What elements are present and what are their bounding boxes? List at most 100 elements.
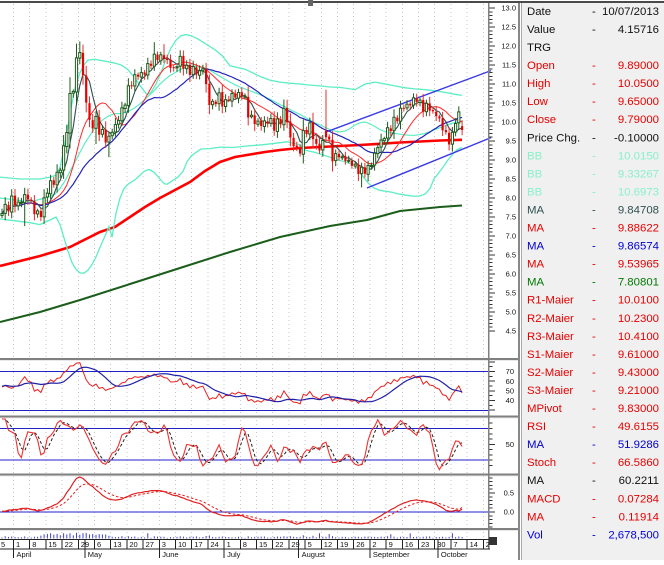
svg-text:-: - [592,78,596,90]
svg-text:0.11914: 0.11914 [619,511,659,523]
svg-text:Close: Close [527,114,556,126]
svg-text:9.33267: 9.33267 [618,168,659,180]
svg-text:7.5: 7.5 [506,213,516,222]
svg-text:October: October [441,550,468,559]
svg-text:RSI: RSI [527,421,546,433]
svg-text:June: June [162,550,178,559]
svg-text:17: 17 [194,540,202,549]
svg-text:Low: Low [527,96,549,108]
svg-text:27: 27 [146,540,154,549]
svg-text:-: - [592,60,596,72]
svg-text:May: May [88,550,102,559]
svg-text:-: - [592,150,596,162]
svg-text:-: - [592,511,596,523]
svg-text:MPivot: MPivot [527,403,563,415]
svg-text:15: 15 [48,540,56,549]
svg-text:5.5: 5.5 [506,289,516,298]
svg-text:10.2300: 10.2300 [618,313,659,325]
svg-text:10/07/2013: 10/07/2013 [602,6,659,18]
svg-text:50: 50 [506,386,514,395]
svg-text:26: 26 [356,540,364,549]
svg-text:S2-Maier: S2-Maier [527,367,573,379]
svg-text:10.5: 10.5 [501,99,516,108]
svg-text:7.0: 7.0 [506,232,516,241]
svg-text:0.07284: 0.07284 [618,493,659,505]
svg-text:MA: MA [527,241,544,253]
svg-text:70: 70 [506,367,514,376]
svg-text:24: 24 [210,540,218,549]
svg-text:-: - [592,403,596,415]
svg-text:0.0: 0.0 [504,508,514,517]
svg-text:13.0: 13.0 [501,4,516,13]
svg-text:Stoch: Stoch [527,457,556,469]
svg-text:-: - [592,223,596,235]
svg-text:Price Chg.: Price Chg. [527,132,580,144]
svg-text:-: - [592,205,596,217]
svg-text:4.5: 4.5 [506,327,516,336]
svg-text:MA: MA [527,511,544,523]
svg-text:51.9286: 51.9286 [618,439,659,451]
svg-text:10.6973: 10.6973 [618,186,659,198]
svg-text:11.5: 11.5 [502,61,516,70]
svg-text:MA: MA [527,205,544,217]
svg-text:R1-Maier: R1-Maier [527,295,574,307]
svg-text:April: April [17,550,32,559]
svg-text:2,678,500: 2,678,500 [608,529,659,541]
svg-text:-: - [592,313,596,325]
svg-text:High: High [527,78,550,90]
svg-text:MA: MA [527,475,544,487]
svg-text:4.15716: 4.15716 [618,24,659,36]
svg-text:5: 5 [1,540,5,549]
svg-text:-0.10000: -0.10000 [614,132,659,144]
svg-text:-: - [592,331,596,343]
svg-text:0.5: 0.5 [504,489,514,498]
svg-text:-: - [592,439,596,451]
svg-text:September: September [373,550,410,559]
svg-text:-: - [592,186,596,198]
svg-text:-: - [592,493,596,505]
svg-text:1: 1 [227,540,231,549]
svg-text:-: - [592,349,596,361]
svg-text:9.0: 9.0 [506,156,516,165]
svg-text:6.5: 6.5 [506,251,516,260]
svg-text:8.5: 8.5 [506,175,516,184]
svg-text:9.43000: 9.43000 [618,367,659,379]
svg-text:15: 15 [259,540,267,549]
svg-text:TRG: TRG [527,42,551,54]
svg-text:-: - [592,475,596,487]
svg-text:8: 8 [243,540,247,549]
svg-text:9.83000: 9.83000 [618,403,659,415]
svg-text:14: 14 [470,540,478,549]
svg-text:MA: MA [527,439,544,451]
svg-text:20: 20 [129,540,137,549]
svg-text:-: - [592,96,596,108]
svg-text:12: 12 [324,540,332,549]
svg-text:-: - [592,132,596,144]
svg-text:9.89000: 9.89000 [618,60,659,72]
svg-text:49.6155: 49.6155 [618,421,659,433]
svg-text:Open: Open [527,60,555,72]
svg-text:-: - [592,367,596,379]
svg-text:S1-Maier: S1-Maier [527,349,573,361]
svg-text:60: 60 [506,377,514,386]
svg-text:10.0500: 10.0500 [618,78,659,90]
svg-text:9.88622: 9.88622 [618,223,659,235]
svg-text:11.0: 11.0 [502,80,516,89]
svg-text:13: 13 [113,540,121,549]
svg-text:60.2211: 60.2211 [619,475,659,487]
svg-text:R2-Maier: R2-Maier [527,313,574,325]
svg-text:23: 23 [421,540,429,549]
svg-text:July: July [227,550,241,559]
svg-text:9.86574: 9.86574 [618,241,659,253]
svg-text:16: 16 [405,540,413,549]
svg-text:8.0: 8.0 [506,194,516,203]
svg-text:22: 22 [65,540,73,549]
svg-text:-: - [592,114,596,126]
svg-text:22: 22 [275,540,283,549]
svg-text:30: 30 [437,540,445,549]
svg-text:40: 40 [506,396,514,405]
svg-text:3: 3 [162,540,166,549]
svg-text:10.0100: 10.0100 [618,295,659,307]
svg-text:9.79000: 9.79000 [618,114,659,126]
svg-text:-: - [592,241,596,253]
